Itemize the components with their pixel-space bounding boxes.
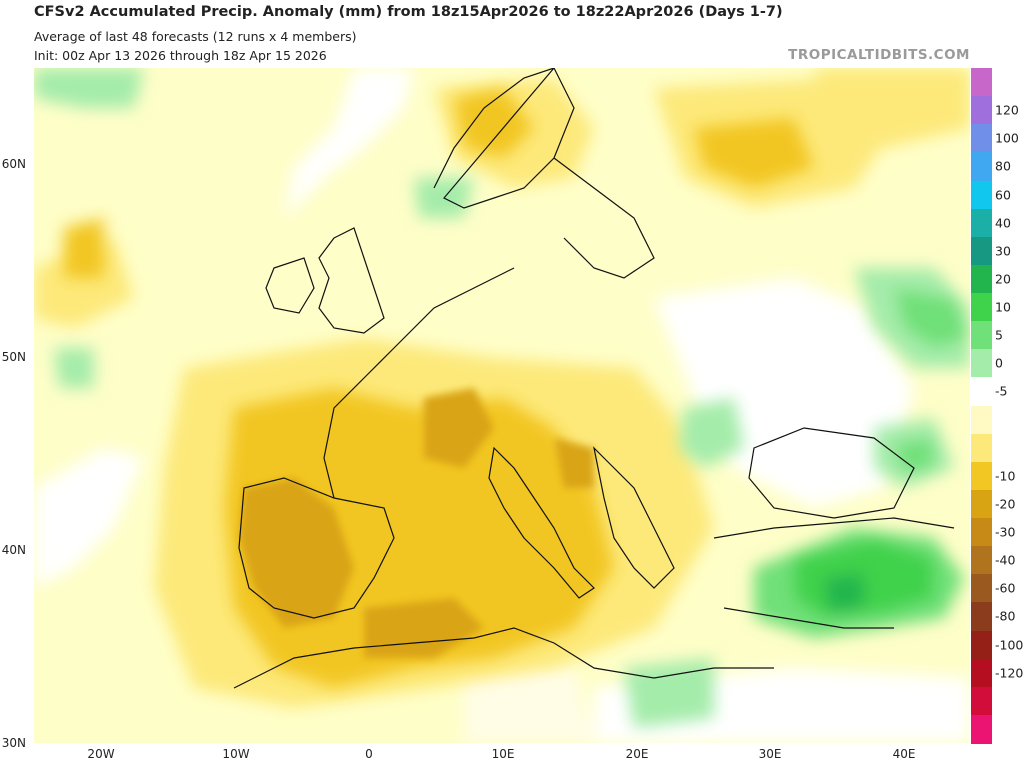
- lat-label-30n: 30N: [1, 736, 26, 750]
- colorbar-label: 60: [995, 187, 1011, 203]
- colorbar-segment: [971, 602, 992, 631]
- lon-label-10e: 10E: [491, 747, 515, 761]
- colorbar-label: 80: [995, 158, 1011, 174]
- colorbar-segment: [971, 264, 992, 294]
- colorbar-segment: [971, 461, 992, 491]
- colorbar-segment: [971, 349, 992, 378]
- colorbar-label: -10: [995, 468, 1016, 484]
- colorbar-segment: [971, 377, 992, 406]
- colorbar-label: 20: [995, 271, 1011, 287]
- colorbar-segment: [971, 686, 992, 716]
- colorbar-segment: [971, 68, 992, 97]
- colorbar-label: 40: [995, 215, 1011, 231]
- lon-label-40e: 40E: [892, 747, 916, 761]
- colorbar-segment: [971, 180, 992, 210]
- colorbar-segment: [971, 574, 992, 603]
- colorbar-label: -30: [995, 524, 1016, 540]
- colorbar-segment: [971, 489, 992, 519]
- lon-label-0: 0: [365, 747, 373, 761]
- chart-title: CFSv2 Accumulated Precip. Anomaly (mm) f…: [34, 4, 783, 20]
- colorbar-label: -60: [995, 580, 1016, 596]
- dry-heavy-areas: [239, 388, 594, 658]
- lon-label-10w: 10W: [222, 747, 250, 761]
- lon-label-30e: 30E: [758, 747, 782, 761]
- colorbar-label: 30: [995, 243, 1011, 259]
- wet-areas: [34, 68, 970, 728]
- colorbar-label: 10: [995, 299, 1011, 315]
- colorbar-segment: [971, 293, 992, 322]
- colorbar-segment: [971, 124, 992, 153]
- colorbar-segment: [971, 714, 992, 744]
- colorbar-segment: [971, 321, 992, 350]
- colorbar-segment: [971, 518, 992, 547]
- coastlines: [233, 68, 955, 689]
- colorbar-segment: [971, 405, 992, 435]
- subtitle-init-time: Init: 00z Apr 13 2026 through 18z Apr 15…: [34, 48, 327, 63]
- colorbar-segment: [971, 630, 992, 660]
- near-zero-areas: [34, 68, 970, 743]
- lon-label-20w: 20W: [87, 747, 115, 761]
- brand-watermark: TROPICALTIDBITS.COM: [788, 47, 970, 63]
- lat-label-50n: 50N: [1, 350, 26, 364]
- lon-label-20e: 20E: [625, 747, 649, 761]
- colorbar-label: -100: [995, 637, 1024, 653]
- lat-label-60n: 60N: [1, 157, 26, 171]
- colorbar-segment: [971, 433, 992, 463]
- precip-anomaly-map: [34, 68, 970, 743]
- map-svg: [34, 68, 970, 743]
- colorbar-segment: [971, 152, 992, 181]
- colorbar-label: 120: [995, 102, 1019, 118]
- lat-label-40n: 40N: [1, 543, 26, 557]
- colorbar-segment: [971, 546, 992, 575]
- colorbar-segment: [971, 236, 992, 266]
- colorbar-label: -20: [995, 496, 1016, 512]
- colorbar-label: -40: [995, 552, 1016, 568]
- colorbar-segment: [971, 96, 992, 125]
- colorbar-label: 0: [995, 355, 1003, 371]
- colorbar-label: -80: [995, 608, 1016, 624]
- colorbar-label: -5: [995, 383, 1008, 399]
- colorbar-label: 100: [995, 130, 1019, 146]
- colorbar-segment: [971, 658, 992, 688]
- subtitle-forecast-average: Average of last 48 forecasts (12 runs x …: [34, 29, 357, 44]
- colorbar-segment: [971, 208, 992, 238]
- colorbar-label: -120: [995, 665, 1024, 681]
- colorbar-label: 5: [995, 327, 1003, 343]
- colorbar: [971, 68, 992, 744]
